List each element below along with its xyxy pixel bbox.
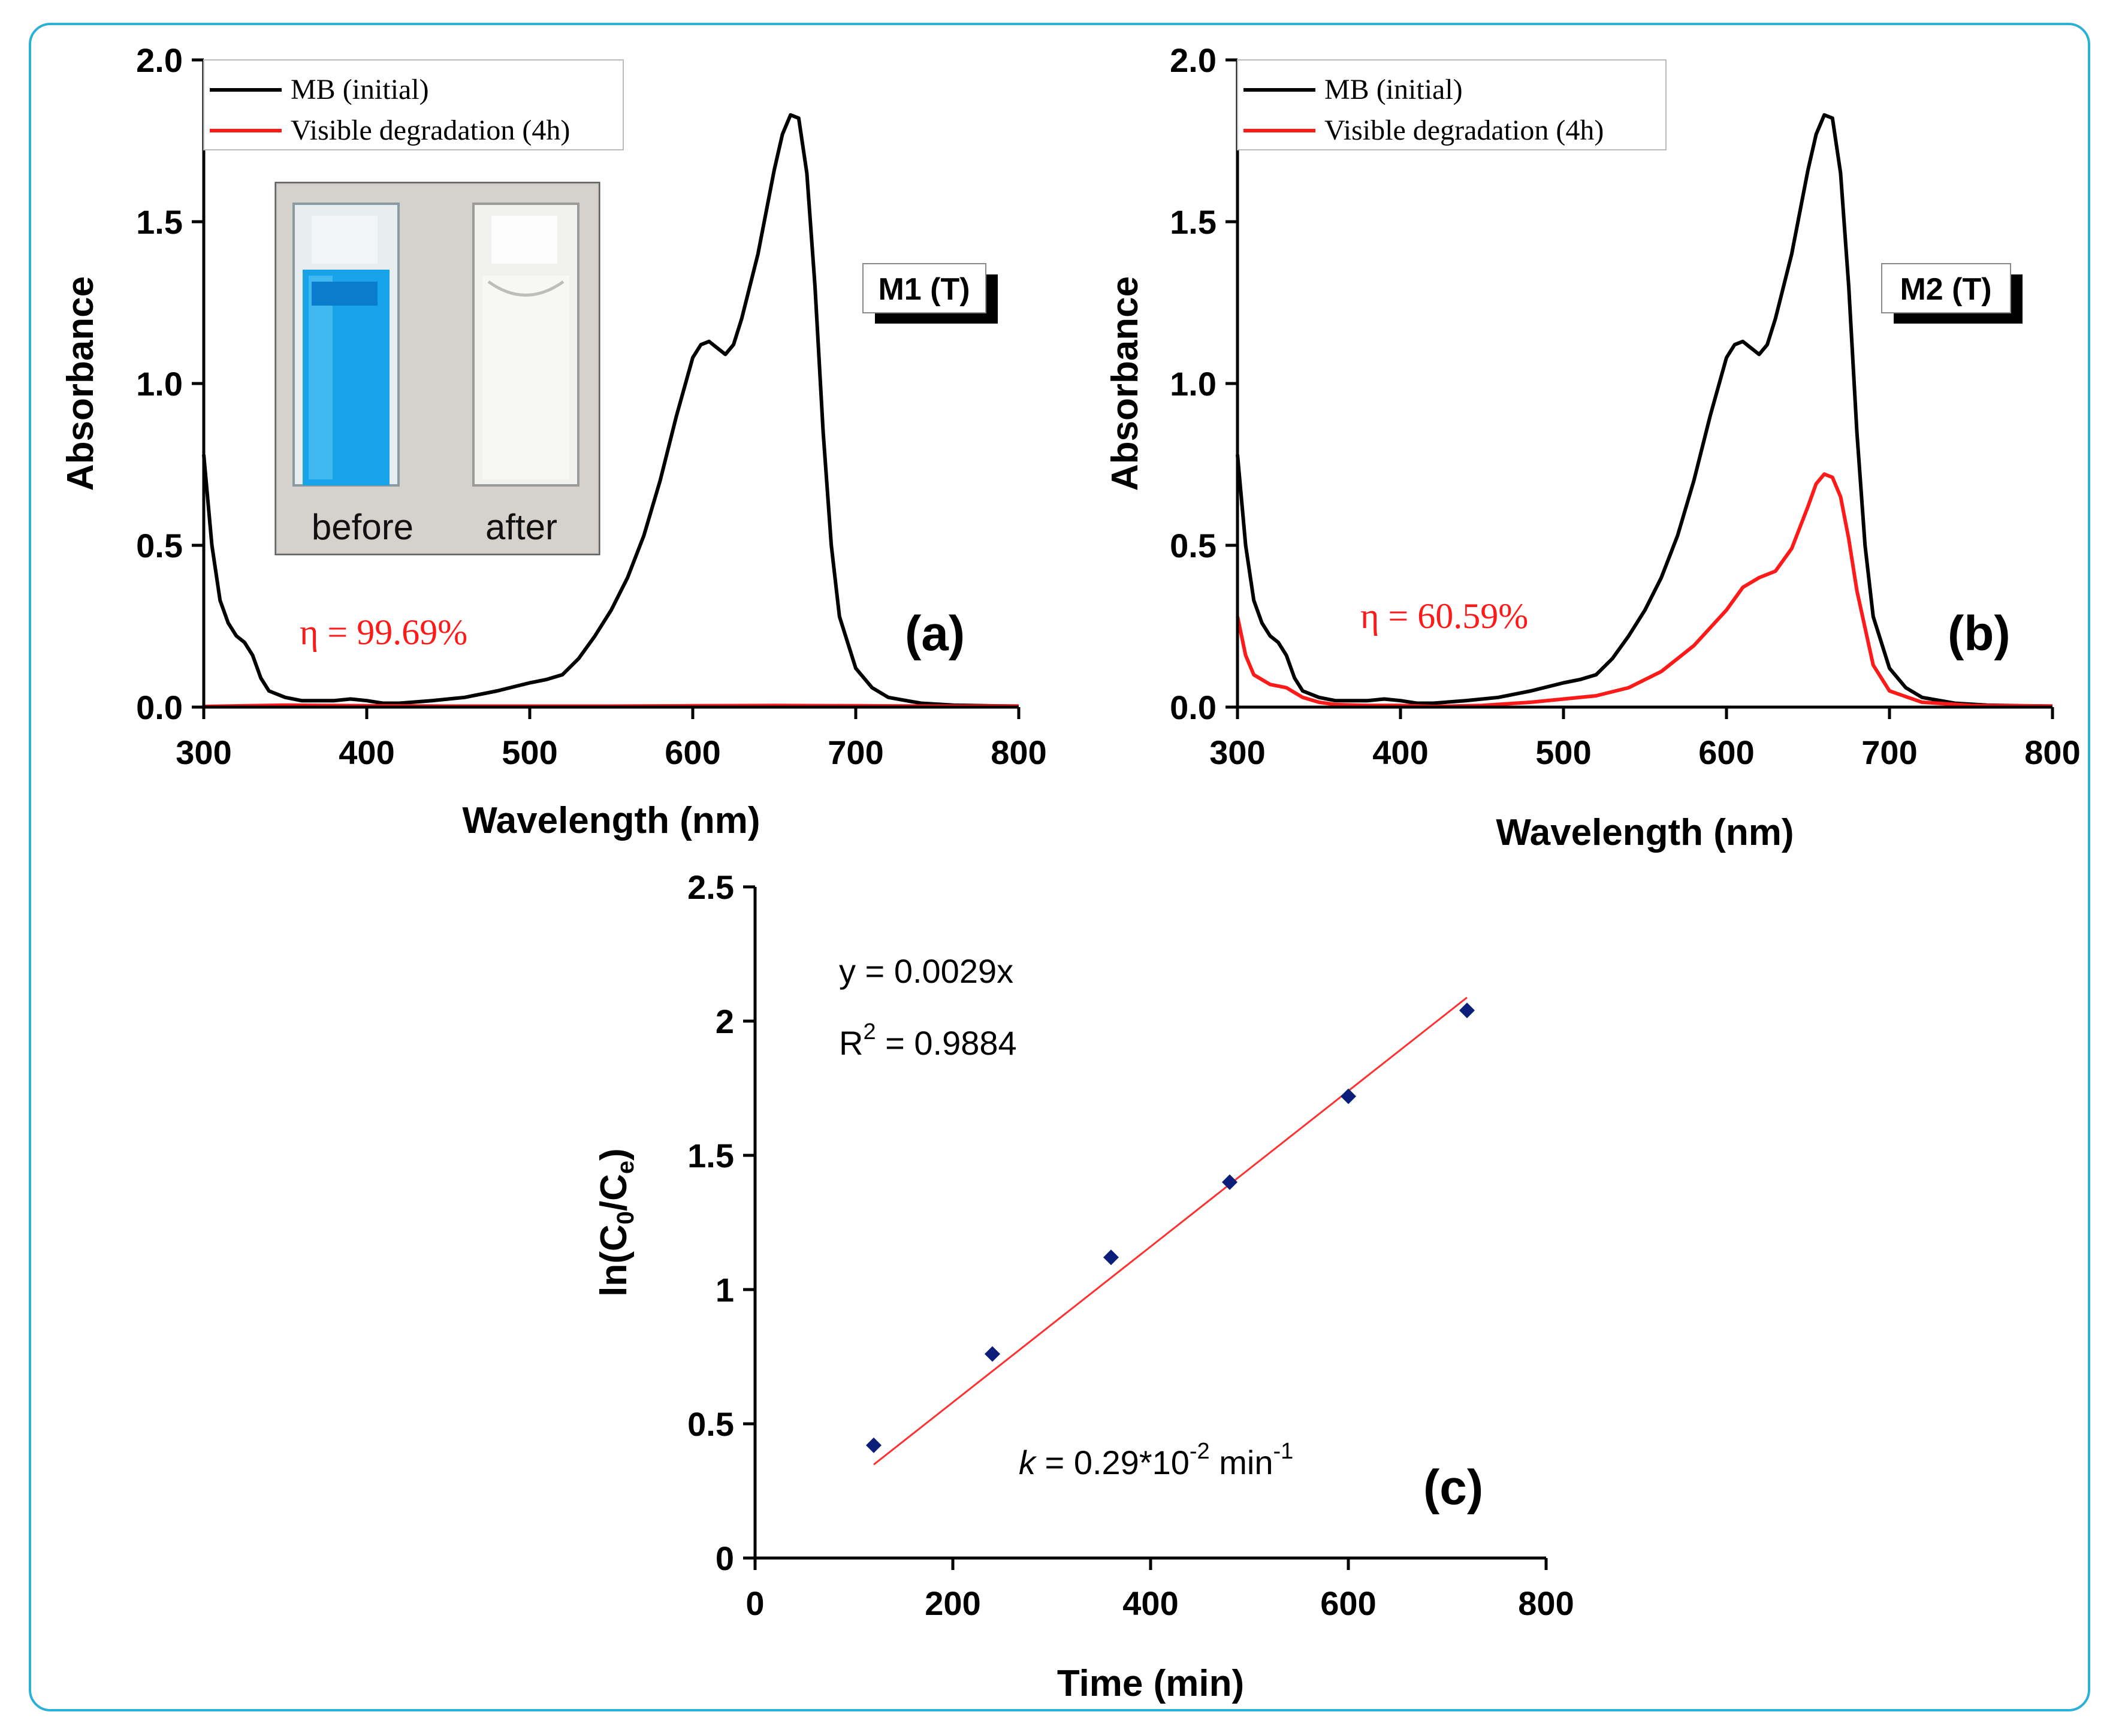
panel-c-ticks: 0 200 400 600 800 0 0.5 1 1.5 2 2.5 — [687, 868, 1574, 1622]
panel-b-y-tick-label: 0.0 — [1170, 689, 1217, 726]
panel-b-sample-box: M2 (T) — [1881, 263, 2023, 324]
panel-c-data-point — [1459, 1003, 1475, 1019]
panel-c-y-axis-title: ln(C0/Ce) — [593, 1148, 639, 1297]
panel-b-x-tick-label: 800 — [2024, 733, 2080, 771]
fit-equation: y = 0.0029x — [839, 952, 1013, 990]
panel-b-sample-label: M2 (T) — [1900, 272, 1991, 307]
r-squared: R2 = 0.9884 — [839, 1019, 1017, 1062]
panel-c-y-tick-label: 0.5 — [687, 1405, 734, 1443]
panel-a-y-tick-label: 1.0 — [136, 365, 183, 403]
rate-constant: k = 0.29*10-2 min-1 — [1019, 1439, 1293, 1481]
panel-c-plot-area — [866, 997, 1475, 1466]
panel-a-x-tick-label: 700 — [828, 733, 883, 771]
panel-b-x-tick-label: 700 — [1861, 733, 1917, 771]
panel-b: 300 400 500 600 700 800 0.0 0.5 1.0 1.5 2.0 Wavele… — [1104, 41, 2081, 853]
panel-c-y-tick-label: 2 — [716, 1003, 734, 1040]
panel-b-y-tick-label: 0.5 — [1170, 527, 1217, 564]
panel-c-y-tick-label: 0 — [716, 1539, 734, 1577]
panel-a-x-tick-label: 800 — [991, 733, 1046, 771]
cuvette-after — [472, 203, 579, 487]
panel-c-y-tick-label: 2.5 — [687, 868, 734, 906]
panel-b-y-tick-label: 1.0 — [1170, 365, 1217, 403]
panel-b-label: (b) — [1948, 606, 2011, 661]
panel-b-x-tick-label: 400 — [1372, 733, 1428, 771]
panel-c-data-point — [985, 1346, 1000, 1362]
panel-a-sample-box: M1 (T) — [862, 263, 998, 324]
panel-a-y-tick-label: 0.5 — [136, 527, 183, 564]
panel-a-x-tick-label: 600 — [665, 733, 720, 771]
panel-c-y-tick-label: 1 — [716, 1271, 734, 1309]
panel-c-x-tick-label: 200 — [925, 1584, 980, 1622]
panel-c-data-point — [866, 1437, 882, 1453]
panel-c-y-tick-label: 1.5 — [687, 1137, 734, 1175]
panel-a-legend-degraded: Visible degradation (4h) — [291, 114, 570, 146]
panel-c: 0 200 400 600 800 0 0.5 1 1.5 2 2.5 Time (min) ln(… — [593, 868, 1574, 1704]
panel-c-data-point — [1341, 1088, 1356, 1104]
panel-c-data-point — [1222, 1174, 1237, 1190]
panel-a-efficiency: η = 99.69% — [300, 612, 467, 652]
cuvette-photo-inset: before after — [274, 182, 600, 555]
panel-a-series-initial — [202, 113, 1019, 708]
panel-b-efficiency: η = 60.59% — [1360, 596, 1528, 636]
panel-a: 300 400 500 600 700 800 0.0 0.5 1.0 1.5 2.0 Wavele… — [60, 41, 1047, 841]
panel-c-fit-line — [873, 997, 1468, 1466]
panel-b-legend: MB (initial) Visible degradation (4h) — [1237, 59, 1667, 150]
panel-a-y-tick-label: 2.0 — [136, 41, 183, 79]
panel-a-legend-initial: MB (initial) — [291, 74, 429, 105]
panel-c-label: (c) — [1423, 1460, 1483, 1515]
panel-b-legend-initial: MB (initial) — [1324, 74, 1463, 105]
panel-b-x-tick-label: 500 — [1535, 733, 1591, 771]
panel-b-ticks: 300 400 500 600 700 800 0.0 0.5 1.0 1.5 2.0 — [1170, 41, 2081, 771]
panel-b-x-tick-label: 300 — [1209, 733, 1265, 771]
panel-b-plot-area — [1236, 113, 2053, 708]
panel-a-x-axis-title: Wavelength (nm) — [462, 800, 760, 841]
panel-b-x-axis-title: Wavelength (nm) — [1496, 812, 1794, 853]
inset-after-label: after — [485, 507, 557, 547]
panel-b-y-tick-label: 1.5 — [1170, 203, 1217, 241]
panel-b-legend-degraded: Visible degradation (4h) — [1324, 114, 1604, 146]
panel-c-x-tick-label: 600 — [1320, 1584, 1376, 1622]
panel-a-label: (a) — [905, 606, 965, 661]
cuvette-before — [292, 203, 400, 487]
panel-b-series-degraded — [1236, 472, 2053, 708]
panel-a-x-tick-label: 500 — [502, 733, 557, 771]
inset-before-label: before — [312, 507, 413, 547]
panel-a-sample-label: M1 (T) — [878, 272, 970, 307]
panel-a-x-tick-label: 300 — [176, 733, 231, 771]
panel-c-data-point — [1103, 1249, 1119, 1266]
panel-c-x-tick-label: 800 — [1518, 1584, 1574, 1622]
panel-a-y-tick-label: 0.0 — [136, 689, 183, 726]
panel-b-y-axis-title: Absorbance — [1104, 276, 1146, 491]
panel-c-x-axis-title: Time (min) — [1057, 1663, 1244, 1704]
panel-c-x-tick-label: 0 — [745, 1584, 764, 1622]
panel-b-y-tick-label: 2.0 — [1170, 41, 1217, 79]
panel-a-x-tick-label: 400 — [339, 733, 394, 771]
panel-a-y-axis-title: Absorbance — [60, 276, 101, 491]
panel-a-legend: MB (initial) Visible degradation (4h) — [203, 59, 624, 150]
panel-a-y-tick-label: 1.5 — [136, 203, 183, 241]
panel-a-ticks: 300 400 500 600 700 800 0.0 0.5 1.0 1.5 2.0 — [136, 41, 1047, 771]
panel-b-x-tick-label: 600 — [1698, 733, 1754, 771]
panel-c-x-tick-label: 400 — [1122, 1584, 1178, 1622]
panel-b-series-initial — [1236, 113, 2053, 708]
